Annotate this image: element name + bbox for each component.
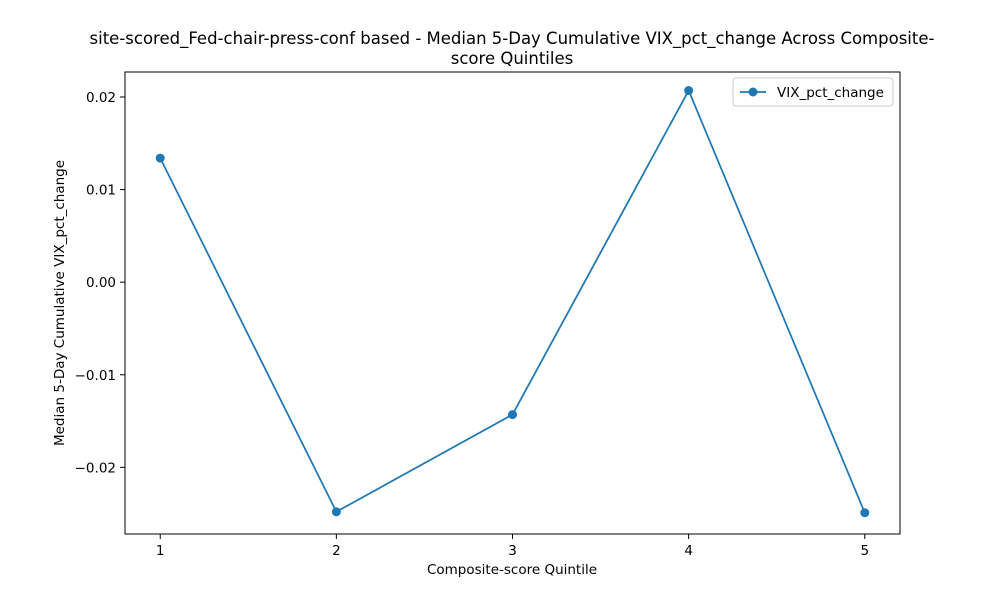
legend: VIX_pct_change xyxy=(732,77,894,107)
data-point xyxy=(860,508,870,518)
x-tick-label: 1 xyxy=(156,543,165,559)
legend-marker xyxy=(748,87,758,97)
y-tick-label: −0.01 xyxy=(75,368,116,384)
y-tick-label: 0.02 xyxy=(86,90,116,106)
y-tick-label: 0.01 xyxy=(86,183,116,199)
y-tick-label: 0.00 xyxy=(86,275,116,291)
y-tick-label: −0.02 xyxy=(75,460,116,476)
legend-label: VIX_pct_change xyxy=(777,85,884,101)
y-axis-label: Median 5-Day Cumulative VIX_pct_change xyxy=(52,160,68,446)
data-point xyxy=(684,86,694,96)
x-tick-label: 4 xyxy=(684,543,693,559)
x-tick-label: 5 xyxy=(860,543,869,559)
data-point xyxy=(508,410,517,420)
chart-title-line-1: site-scored_Fed-chair-press-conf based -… xyxy=(90,29,935,49)
plot-area: 1 2 3 4 5 −0.02 −0.01 0.00 0.01 0.02 xyxy=(75,71,901,559)
data-point xyxy=(155,153,165,163)
legend-box xyxy=(732,77,894,107)
data-point xyxy=(331,507,341,517)
chart-title-line-2: score Quintiles xyxy=(451,49,573,68)
x-axis-label: Composite-score Quintile xyxy=(427,562,597,578)
x-tick-label: 3 xyxy=(508,543,517,559)
x-tick-label: 2 xyxy=(332,543,341,559)
